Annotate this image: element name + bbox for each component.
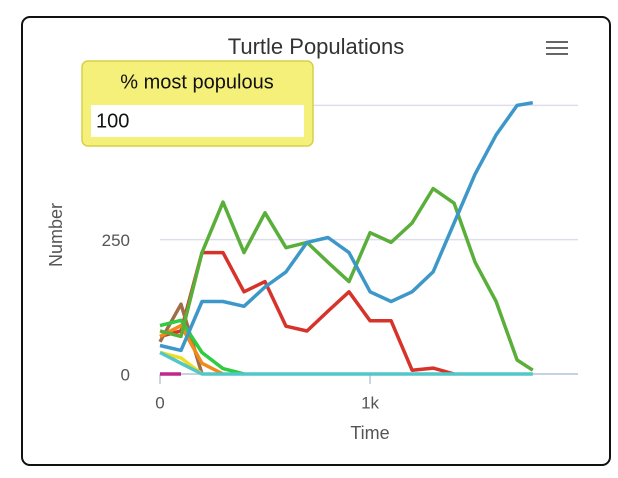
monitor-field — [91, 105, 304, 137]
x-tick-label: 1k — [361, 393, 379, 412]
x-axis-label: Time — [350, 423, 389, 443]
x-tick-label: 0 — [155, 393, 164, 412]
series-line — [159, 100, 534, 353]
series-line — [159, 350, 533, 376]
series-line — [159, 318, 245, 376]
monitor-value: 100 — [96, 110, 129, 132]
series-line — [159, 323, 224, 376]
y-tick-label: 250 — [102, 231, 130, 250]
series-line — [159, 186, 534, 372]
menu-button[interactable] — [540, 34, 574, 62]
y-tick-label: 0 — [121, 365, 130, 384]
chart-title: Turtle Populations — [228, 34, 405, 59]
series-line — [159, 250, 455, 376]
plot-area: 025050001k — [102, 97, 578, 412]
menu-icon — [546, 41, 568, 55]
monitor-label: % most populous — [120, 71, 273, 93]
monitor: % most populous 100 — [81, 60, 314, 147]
y-axis-label: Number — [46, 203, 66, 267]
